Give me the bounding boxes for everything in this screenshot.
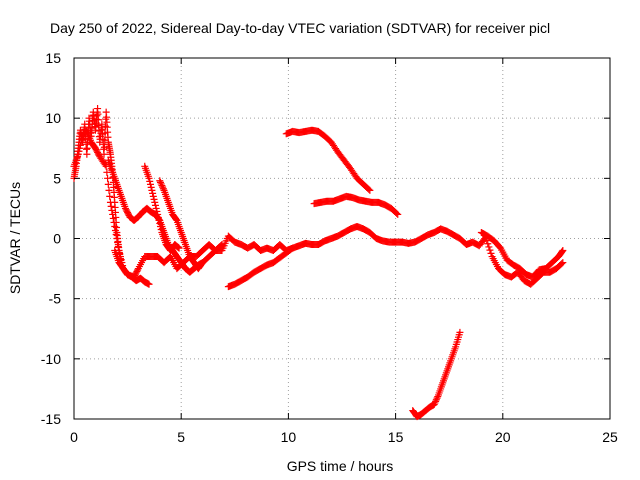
data-point	[154, 213, 162, 221]
data-point	[156, 219, 164, 227]
x-axis-label: GPS time / hours	[287, 458, 394, 474]
data-point	[101, 136, 109, 144]
data-point	[83, 144, 91, 152]
data-point	[106, 192, 114, 200]
data-point	[289, 244, 297, 252]
y-axis-ticks: -15 -10 -5 0 5 10 15	[41, 50, 610, 427]
series-upper-arc	[282, 126, 374, 194]
y-tick-label: 15	[45, 50, 61, 66]
data-point	[145, 280, 153, 288]
series-tail-upper	[477, 228, 567, 281]
data-point	[172, 215, 180, 223]
data-point	[156, 178, 164, 186]
data-point	[217, 242, 225, 250]
data-point	[175, 244, 183, 252]
series-branch-a	[104, 156, 226, 276]
series-early-spikes	[70, 105, 125, 267]
data-point	[157, 180, 165, 188]
data-point	[149, 192, 157, 200]
data-point	[156, 177, 164, 185]
data-point	[432, 396, 440, 404]
data-point	[487, 249, 495, 257]
series-deep-dip	[409, 328, 464, 421]
y-axis-label: SDTVAR / TECUs	[7, 182, 23, 294]
data-point	[366, 186, 374, 194]
data-point	[150, 195, 158, 203]
x-tick-label: 25	[602, 429, 618, 445]
data-point	[158, 182, 166, 190]
y-tick-label: -10	[41, 351, 61, 367]
data-point	[147, 183, 155, 191]
x-tick-label: 20	[495, 429, 511, 445]
data-point	[559, 259, 567, 267]
data-point	[149, 189, 157, 197]
data-point	[198, 260, 206, 268]
data-point	[104, 174, 112, 182]
data-point	[107, 202, 115, 210]
series-lower-left	[224, 244, 297, 291]
data-point	[365, 185, 373, 193]
x-tick-label: 0	[70, 429, 78, 445]
data-point	[394, 210, 402, 218]
x-tick-label: 5	[177, 429, 185, 445]
data-point	[432, 397, 440, 405]
data-point	[456, 328, 464, 336]
data-point	[84, 138, 92, 146]
data-point	[145, 174, 153, 182]
data-point	[433, 394, 441, 402]
data-point	[155, 216, 163, 224]
data-point	[174, 244, 182, 252]
series-middle-arc	[310, 192, 402, 218]
x-tick-label: 15	[388, 429, 404, 445]
x-tick-label: 10	[281, 429, 297, 445]
data-point	[559, 247, 567, 255]
data-point	[434, 393, 442, 401]
data-point	[558, 260, 566, 268]
data-point	[105, 186, 113, 194]
y-tick-label: 10	[45, 110, 61, 126]
grid-lines	[74, 58, 610, 419]
data-point	[431, 399, 439, 407]
data-point	[199, 259, 207, 267]
y-tick-label: -15	[41, 411, 61, 427]
data-point	[288, 245, 296, 253]
data-point	[485, 243, 493, 251]
data-point	[111, 222, 119, 230]
data-point	[100, 150, 108, 158]
data-point	[159, 185, 167, 193]
chart-title: Day 250 of 2022, Sidereal Day-to-day VTE…	[50, 20, 550, 36]
data-point	[146, 180, 154, 188]
y-tick-label: 0	[53, 231, 61, 247]
data-point	[486, 246, 494, 254]
data-point	[148, 186, 156, 194]
data-point	[152, 204, 160, 212]
y-tick-label: -5	[49, 291, 62, 307]
x-axis-ticks: 0 5 10 15 20 25	[70, 58, 618, 445]
data-point	[393, 209, 401, 217]
data-point	[151, 198, 159, 206]
data-point	[146, 177, 154, 185]
data-point	[174, 243, 182, 251]
data-point	[108, 206, 116, 214]
series-branch-c	[156, 177, 207, 273]
data-points	[70, 105, 567, 421]
y-tick-label: 5	[53, 170, 61, 186]
data-point	[104, 180, 112, 188]
data-point	[83, 150, 91, 158]
data-point	[157, 225, 165, 233]
data-point	[100, 143, 108, 151]
data-point	[558, 248, 566, 256]
data-point	[218, 241, 226, 249]
series-branch-d	[111, 247, 153, 288]
data-point	[151, 201, 159, 209]
data-point	[156, 222, 164, 230]
data-point	[153, 207, 161, 215]
series-branch-b	[141, 162, 183, 255]
data-point	[159, 183, 167, 191]
data-point	[430, 401, 438, 409]
data-point	[154, 210, 162, 218]
data-point	[484, 240, 492, 248]
